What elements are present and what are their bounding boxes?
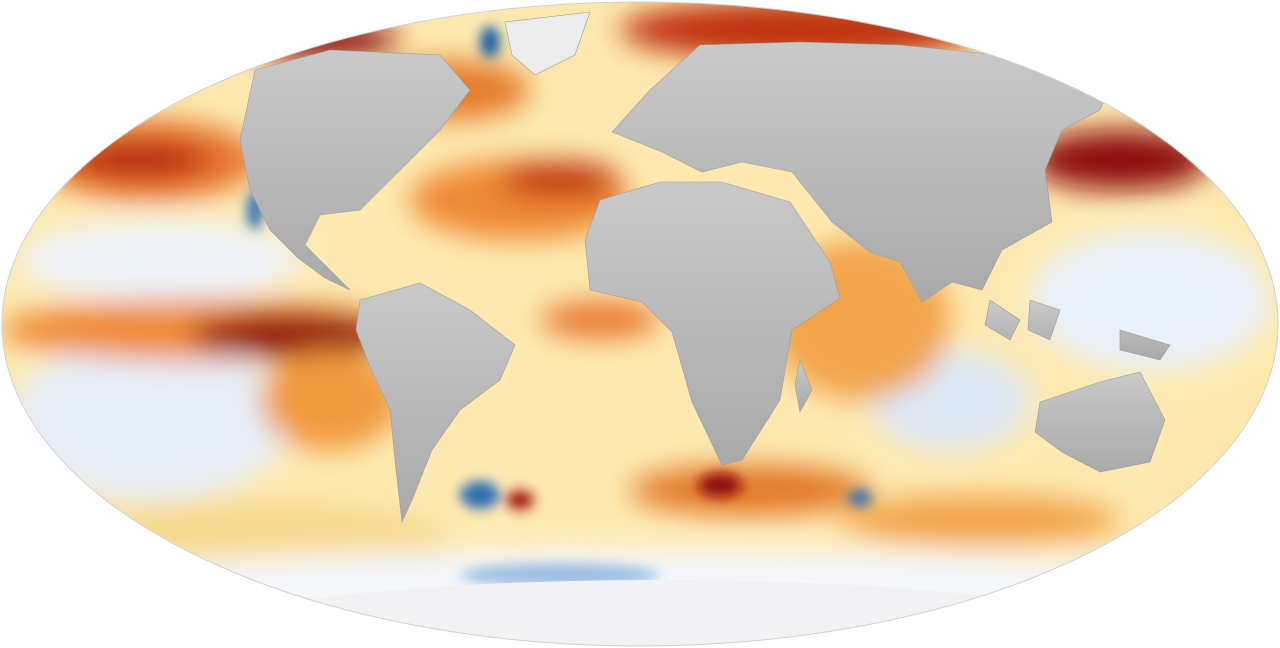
- hot-patch: [190, 313, 390, 357]
- eurasia: [611, 41, 1113, 303]
- antarctica: [240, 580, 1080, 646]
- south-america: [355, 282, 516, 524]
- madagascar: [794, 358, 813, 413]
- warm-patch: [840, 495, 1120, 545]
- maritime-continent: [984, 299, 1171, 361]
- cold-spot: [160, 35, 240, 55]
- australia: [1034, 371, 1166, 473]
- north-america: [239, 49, 471, 291]
- hot-spot: [506, 490, 534, 510]
- cool-patch: [20, 220, 300, 300]
- cool-patch: [10, 340, 290, 500]
- cold-spot: [480, 26, 500, 58]
- cold-spot: [848, 490, 872, 506]
- hot-spot: [698, 473, 742, 497]
- cold-spot: [460, 481, 500, 509]
- cold-spot: [880, 10, 980, 26]
- africa: [584, 181, 841, 466]
- warm-patch: [260, 350, 400, 450]
- landmasses: [239, 11, 1171, 524]
- hot-patch: [1030, 130, 1210, 190]
- warm-patch: [540, 302, 660, 338]
- cool-patch: [1030, 230, 1270, 370]
- greenland: [504, 11, 591, 76]
- hot-patch: [70, 142, 210, 178]
- warm-patch: [630, 465, 870, 515]
- hot-patch: [500, 162, 620, 198]
